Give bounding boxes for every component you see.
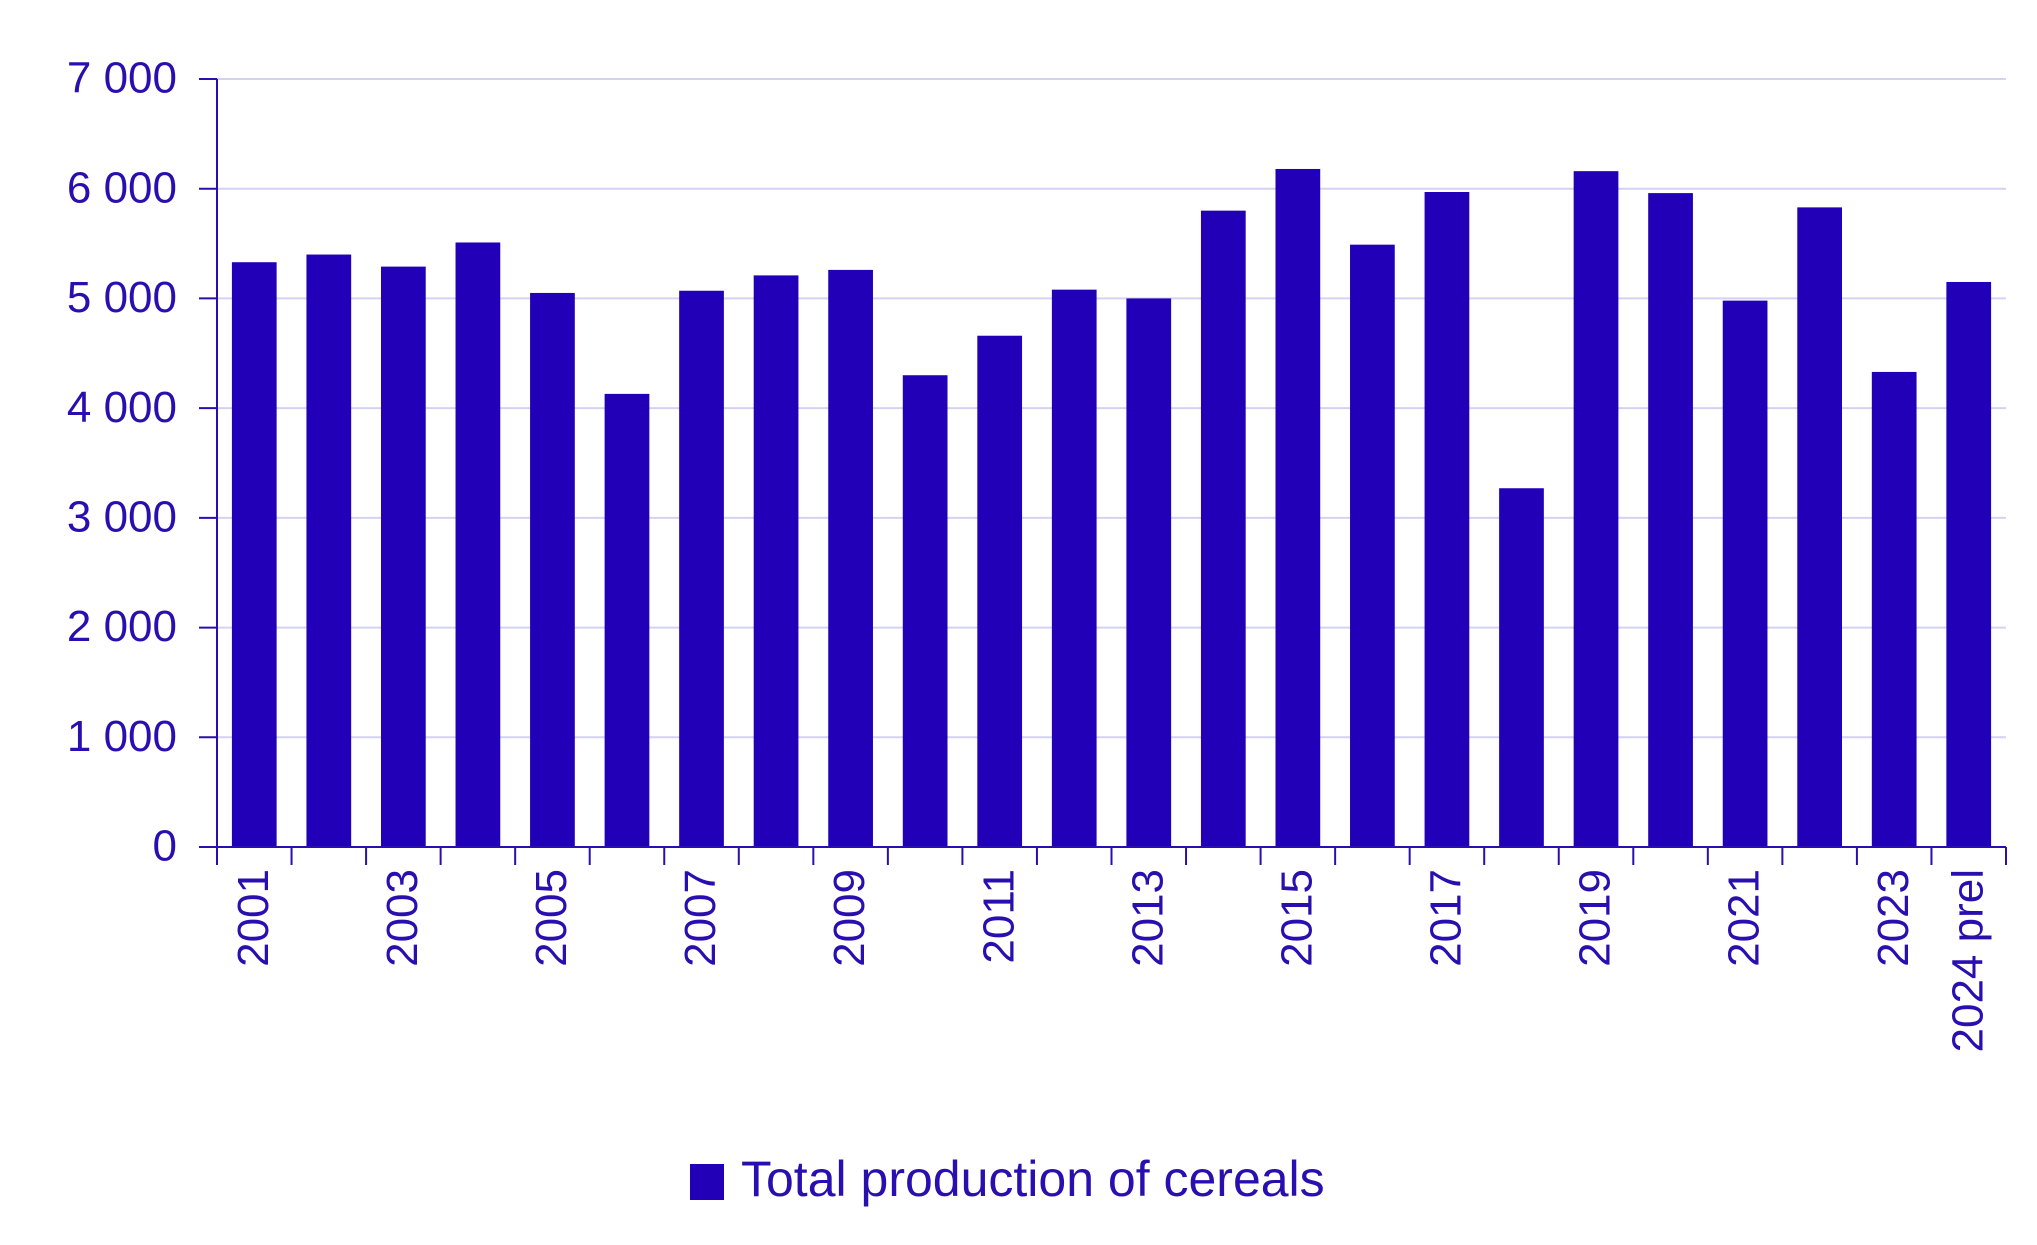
bar — [1797, 207, 1843, 847]
bar — [1499, 488, 1544, 847]
bar — [753, 275, 799, 848]
bar — [1871, 371, 1917, 847]
y-tick-label: 6 000 — [67, 163, 177, 212]
y-tick-label: 3 000 — [67, 492, 177, 541]
x-tick-label: 2005 — [527, 869, 576, 967]
x-tick-label: 2021 — [1720, 869, 1769, 967]
x-tick-label: 2019 — [1571, 869, 1620, 967]
y-tick-label: 0 — [153, 822, 177, 871]
y-tick-label: 5 000 — [67, 273, 177, 322]
bar — [306, 254, 352, 848]
legend-label: Total production of cereals — [741, 1151, 1325, 1207]
bar — [902, 375, 948, 847]
x-tick-label: 2023 — [1869, 869, 1918, 967]
bar — [977, 335, 1023, 847]
bar — [604, 393, 650, 847]
y-tick-label: 4 000 — [67, 383, 177, 432]
bar — [679, 290, 724, 848]
x-tick-label: 2003 — [378, 869, 427, 967]
bar — [530, 292, 575, 847]
bar — [455, 242, 501, 847]
bar — [1350, 244, 1395, 847]
x-tick-label: 2007 — [676, 869, 725, 967]
x-tick-label: 2024 prel — [1943, 869, 1992, 1052]
y-tick-label: 7 000 — [67, 54, 177, 103]
bar — [1051, 289, 1097, 847]
bar — [380, 266, 426, 847]
x-tick-label: 2015 — [1272, 869, 1321, 967]
legend-swatch — [690, 1164, 724, 1200]
bar — [1200, 210, 1246, 847]
x-tick-label: 2001 — [229, 869, 278, 967]
x-tick-label: 2017 — [1422, 869, 1471, 967]
bar — [1648, 193, 1693, 848]
bar — [1946, 281, 1992, 847]
bar — [1573, 171, 1619, 847]
bar — [231, 262, 277, 847]
bar — [1126, 298, 1172, 847]
x-tick-label: 2009 — [825, 869, 874, 967]
x-tick-label: 2013 — [1123, 869, 1172, 967]
y-tick-label: 2 000 — [67, 602, 177, 651]
y-tick-label: 1 000 — [67, 712, 177, 761]
bar — [1424, 192, 1470, 847]
bar — [828, 269, 873, 848]
bar — [1722, 300, 1768, 847]
x-tick-label: 2011 — [974, 869, 1023, 964]
bar — [1275, 168, 1321, 848]
